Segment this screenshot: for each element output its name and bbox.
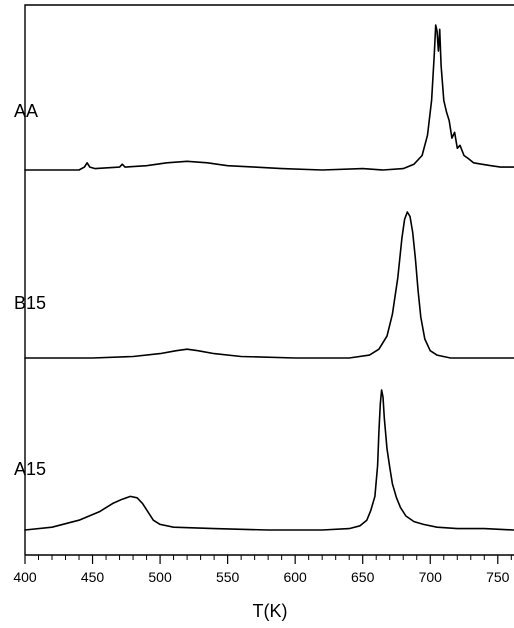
x-axis: 400 450 500 550 600 650 700 750 <box>13 554 514 585</box>
x-axis-title: T(K) <box>253 601 288 621</box>
series-line-a15 <box>24 389 514 531</box>
series-group <box>24 24 514 531</box>
series-label-a15: A15 <box>14 459 46 479</box>
x-tick-label: 600 <box>283 569 307 585</box>
x-tick-label: 400 <box>13 569 37 585</box>
series-line-b15 <box>24 211 514 359</box>
x-tick-label: 700 <box>419 569 443 585</box>
x-tick-label: 450 <box>81 569 105 585</box>
x-tick-label: 650 <box>351 569 375 585</box>
series-line-aa <box>24 24 514 171</box>
series-labels: AA B15 A15 <box>14 101 46 479</box>
x-tick-label: 500 <box>148 569 172 585</box>
plot-frame <box>24 4 514 555</box>
plot-area <box>24 4 514 555</box>
series-label-aa: AA <box>14 101 38 121</box>
x-tick-label: 750 <box>486 569 510 585</box>
x-tick-label: 550 <box>216 569 240 585</box>
series-label-b15: B15 <box>14 293 46 313</box>
